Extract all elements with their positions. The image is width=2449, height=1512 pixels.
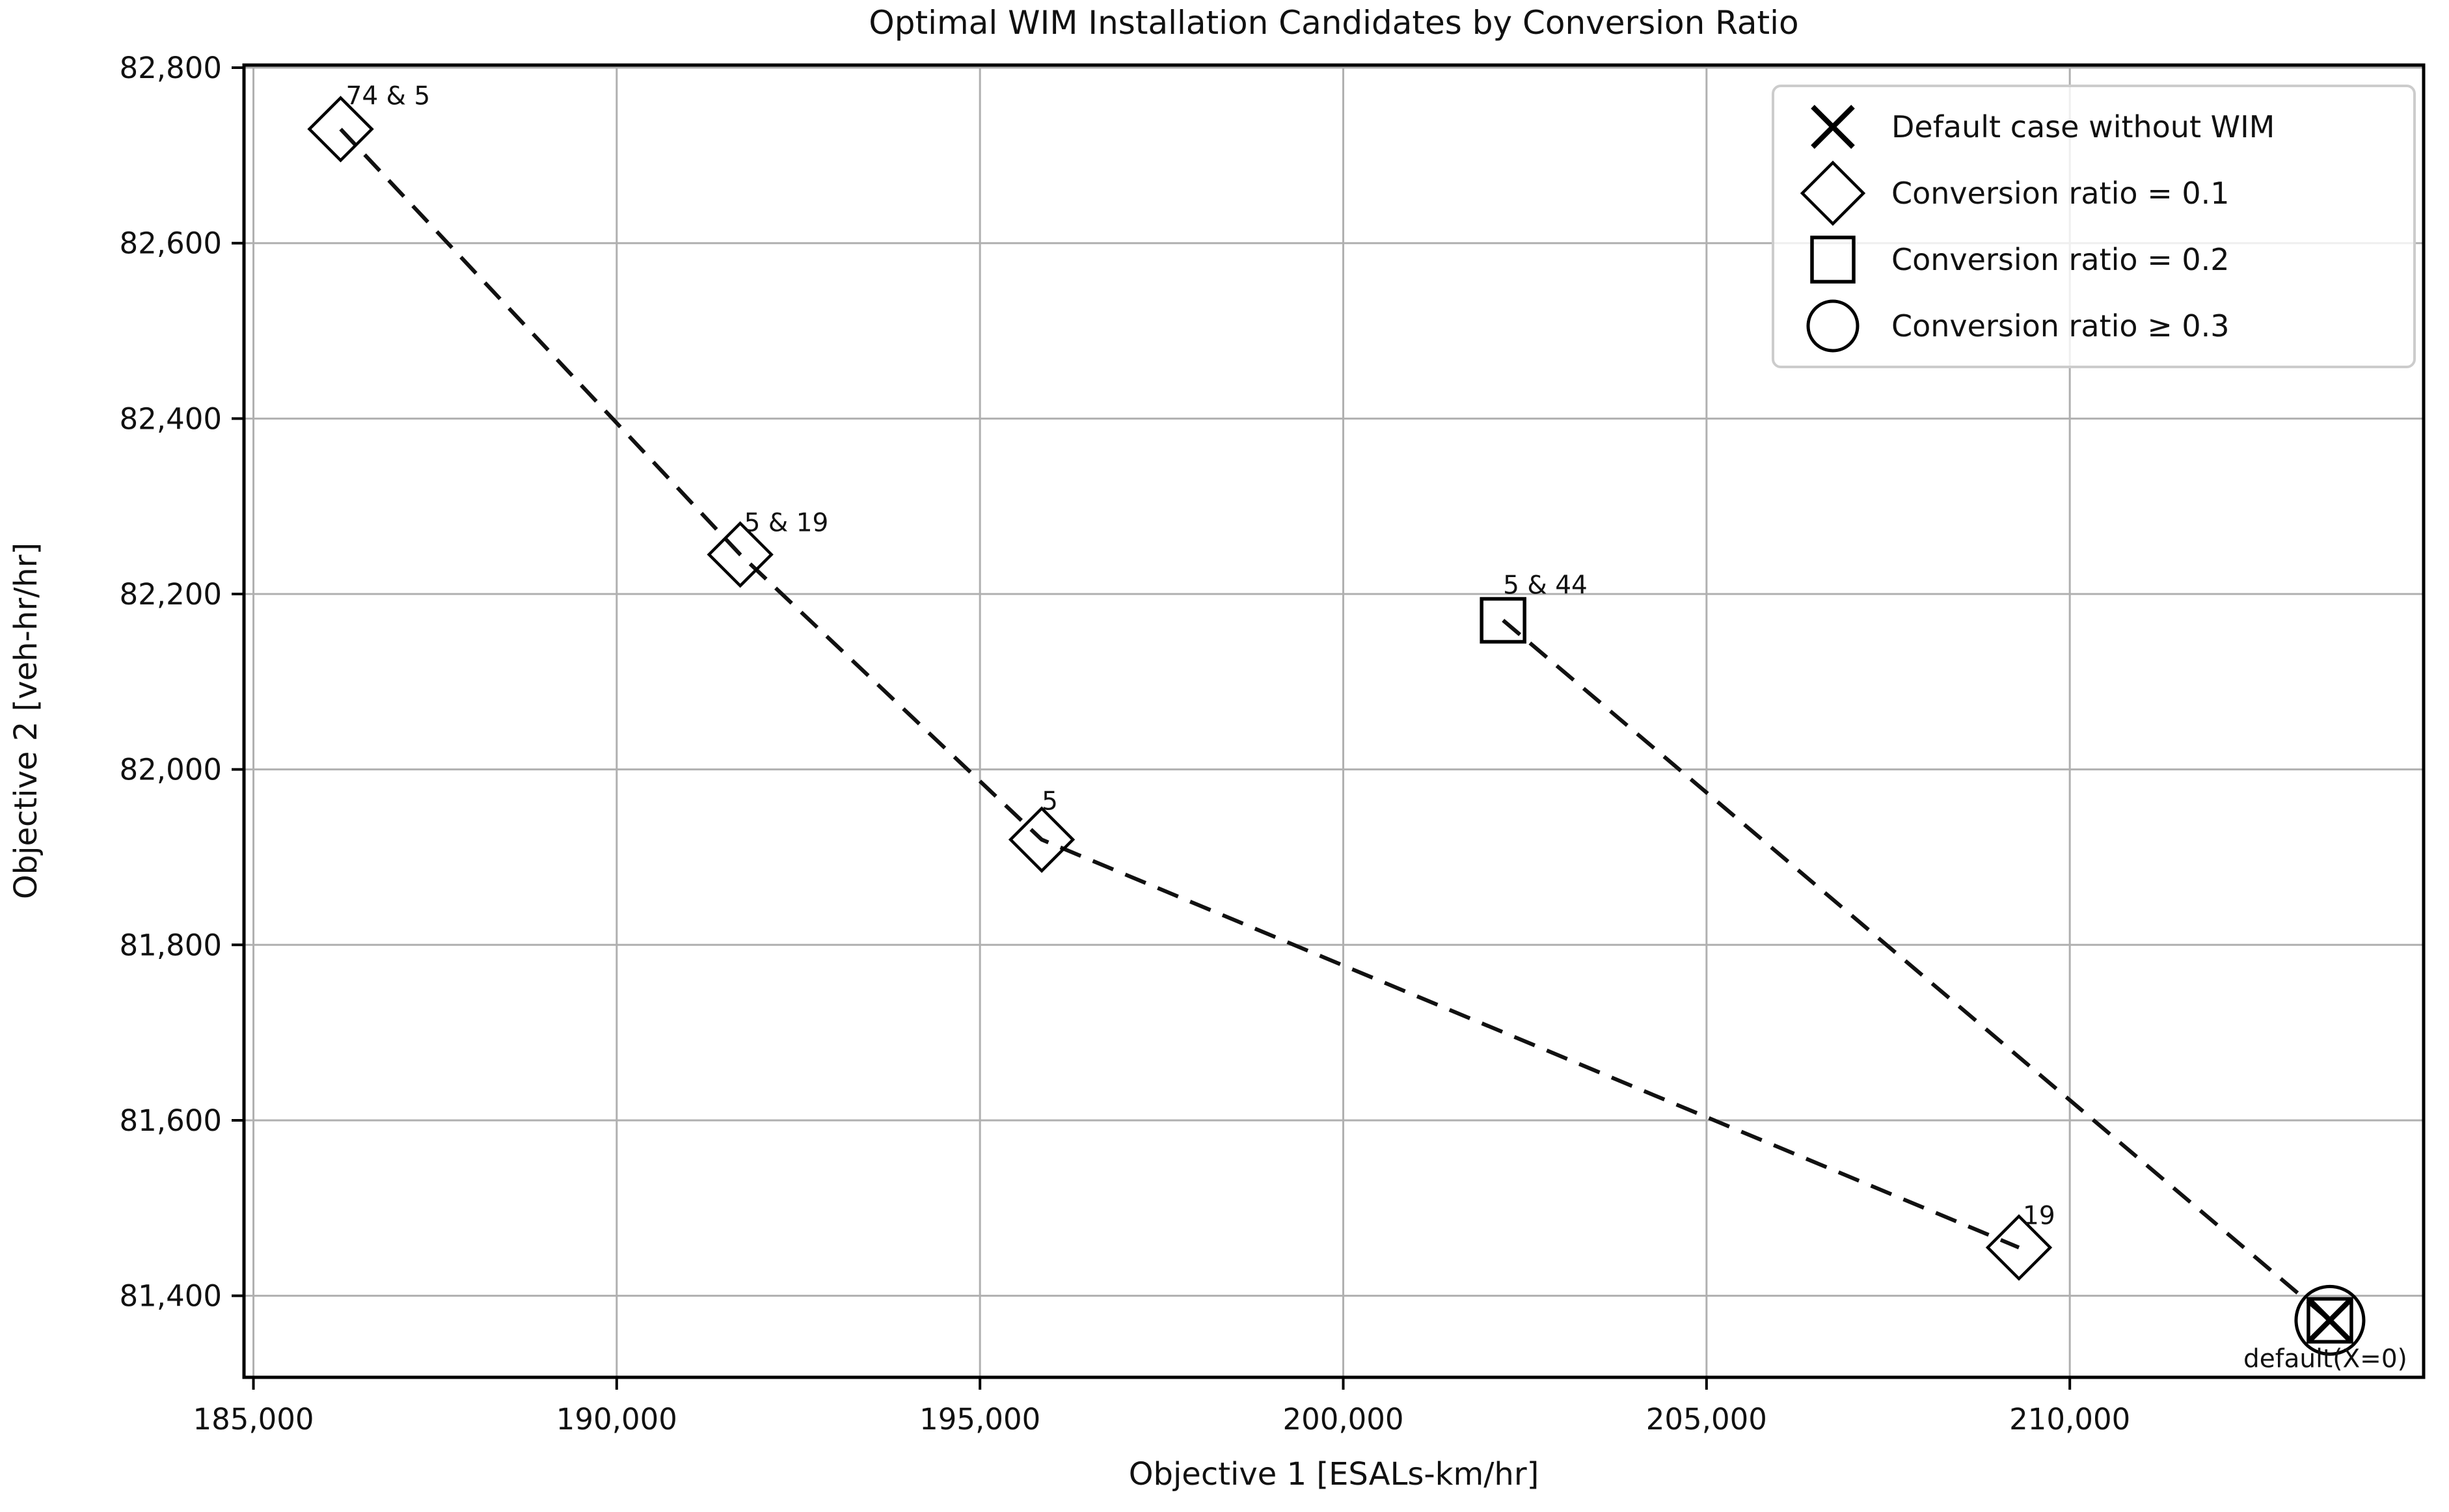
x-tick-label: 205,000 xyxy=(1646,1402,1767,1437)
legend-item-label: Conversion ratio ≥ 0.3 xyxy=(1891,308,2230,344)
marker-diamond xyxy=(307,96,374,163)
legend-item-label: Default case without WIM xyxy=(1891,109,2275,144)
x-tick-label: 190,000 xyxy=(556,1402,677,1437)
y-tick-label: 81,800 xyxy=(120,928,222,962)
legend-item-ratio-02: Conversion ratio = 0.2 xyxy=(1774,228,2413,291)
marker-diamond xyxy=(1008,806,1076,873)
marker-circle xyxy=(2294,1284,2366,1356)
point-label: 5 xyxy=(1042,787,1058,817)
x-axis-label: Objective 1 [ESALs-km/hr] xyxy=(1128,1456,1539,1492)
legend-item-label: Conversion ratio = 0.2 xyxy=(1891,242,2230,277)
marker-diamond xyxy=(707,521,774,588)
marker-diamond xyxy=(1985,1214,2053,1281)
marker-square xyxy=(1480,597,1526,644)
legend-item-ratio-03: Conversion ratio ≥ 0.3 xyxy=(1774,294,2413,358)
legend-item-label: Conversion ratio = 0.1 xyxy=(1891,176,2230,211)
square-marker-icon xyxy=(1774,234,1891,286)
circle-marker-icon xyxy=(1774,297,1891,355)
diamond-marker-icon xyxy=(1774,159,1891,227)
series-line xyxy=(1502,619,2331,1322)
marker-x xyxy=(2308,1298,2352,1343)
series-line xyxy=(339,128,2020,1250)
legend-item-default: Default case without WIM xyxy=(1774,95,2413,159)
x-tick-label: 200,000 xyxy=(1282,1402,1403,1437)
y-axis-label: Objective 2 [veh-hr/hr] xyxy=(8,542,44,900)
x-tick-label: 195,000 xyxy=(919,1402,1040,1437)
point-label: 19 xyxy=(2023,1201,2055,1230)
point-label: default(X=0) xyxy=(2243,1344,2407,1373)
y-tick-label: 81,400 xyxy=(120,1279,222,1314)
y-tick-label: 81,600 xyxy=(120,1103,222,1138)
legend-item-ratio-01: Conversion ratio = 0.1 xyxy=(1774,159,2413,227)
y-tick-label: 82,600 xyxy=(120,226,222,261)
x-marker-icon xyxy=(1774,99,1891,155)
y-tick-label: 82,200 xyxy=(120,577,222,612)
y-tick-label: 82,800 xyxy=(120,51,222,85)
point-label: 5 & 19 xyxy=(744,508,829,537)
legend: Default case without WIM Conversion rati… xyxy=(1772,85,2416,368)
y-tick-label: 82,400 xyxy=(120,401,222,436)
y-tick-label: 82,000 xyxy=(120,753,222,787)
x-tick-label: 185,000 xyxy=(193,1402,314,1437)
axes-spines xyxy=(242,63,2426,1379)
point-label: 74 & 5 xyxy=(346,81,431,111)
chart-title: Optimal WIM Installation Candidates by C… xyxy=(869,4,1799,42)
point-label: 5 & 44 xyxy=(1503,571,1588,600)
marker-square xyxy=(2307,1297,2353,1344)
x-tick-label: 210,000 xyxy=(2009,1402,2130,1437)
